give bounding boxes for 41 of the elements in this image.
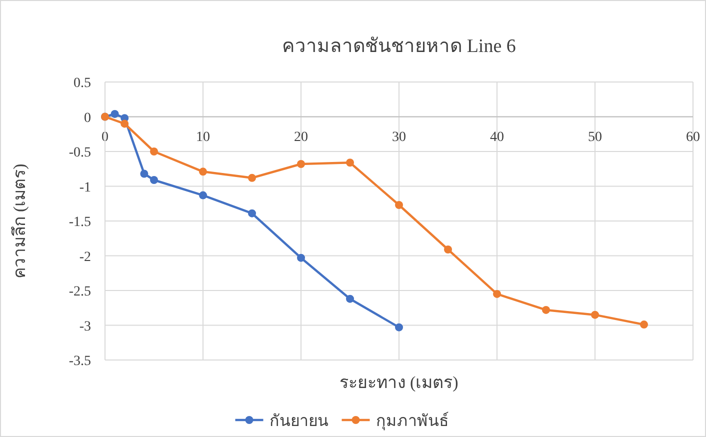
y-tick-label: -3.5: [68, 354, 91, 369]
point: [640, 320, 648, 329]
x-tick-label: 50: [588, 130, 602, 145]
x-tick-label: 30: [392, 130, 406, 145]
y-tick-label: 0.5: [74, 76, 91, 91]
point: [395, 201, 403, 210]
x-tick-label: 40: [490, 130, 504, 145]
point: [150, 176, 158, 184]
point: [199, 191, 207, 200]
point: [444, 245, 452, 254]
y-tick-label: 0: [84, 110, 91, 126]
x-tick-label: 0: [102, 130, 108, 145]
point: [591, 310, 599, 319]
x-tick-label: 10: [196, 130, 210, 145]
point: [150, 148, 158, 156]
point: [297, 254, 305, 262]
point: [248, 209, 256, 218]
point: [140, 170, 148, 178]
x-tick-label: 20: [294, 130, 308, 145]
x-tick-label: 60: [686, 130, 700, 145]
chart-title: ความลาดชันชายหาด Line 6: [282, 36, 516, 57]
y-axis-title: ความลึก (เมตร): [10, 164, 29, 278]
point: [120, 120, 129, 128]
legend-label: กันยายน: [269, 413, 328, 430]
y-tick-label: -3: [79, 319, 91, 334]
point: [248, 174, 256, 182]
y-tick-label: -2: [79, 250, 91, 265]
point: [493, 290, 501, 298]
point: [199, 168, 207, 176]
point: [542, 306, 550, 314]
legend-label: กุมภาพันธ์: [376, 411, 449, 431]
point: [346, 158, 354, 167]
point: [110, 110, 119, 118]
y-tick-label: -1.5: [68, 215, 91, 230]
x-axis-title: ระยะทาง (เมตร): [340, 373, 458, 392]
y-tick-label: -2.5: [68, 284, 91, 300]
point: [346, 294, 354, 303]
y-tick-label: -0.5: [68, 146, 91, 160]
point: [297, 160, 305, 168]
y-tick-label: -1: [79, 180, 91, 196]
point: [395, 323, 403, 332]
